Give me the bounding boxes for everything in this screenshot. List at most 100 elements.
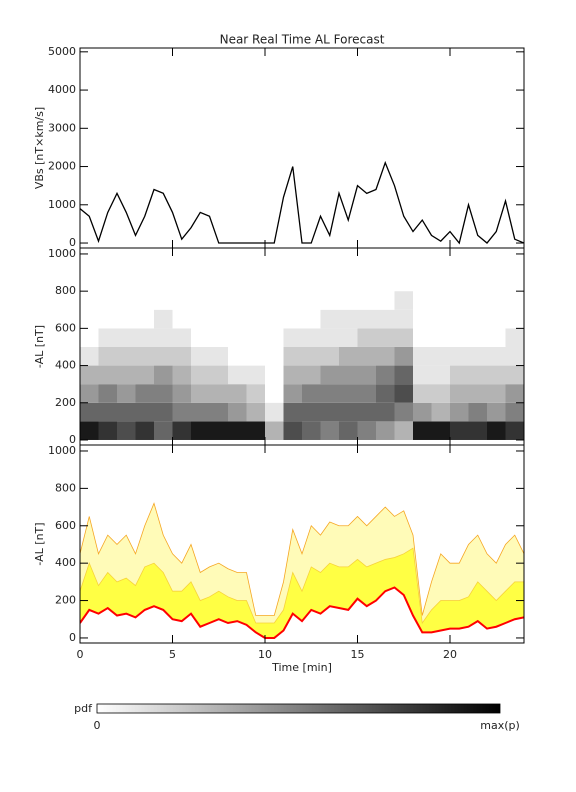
pdf-cell: [117, 365, 136, 385]
pdf-cell: [376, 384, 395, 403]
pdf-cell: [505, 384, 524, 403]
pdf-cell: [209, 253, 228, 273]
pdf-cell: [172, 291, 191, 310]
pdf-cell: [320, 402, 339, 422]
pdf-cell: [450, 346, 469, 366]
pdf-cell: [135, 365, 154, 385]
pdf-cell: [154, 272, 173, 292]
pdf-cell: [394, 253, 413, 273]
pdf-cell: [320, 328, 339, 347]
pdf-cell: [265, 421, 284, 440]
pdf-cell: [413, 384, 432, 403]
pdf-cell: [135, 272, 154, 292]
pdf-cell: [172, 309, 191, 329]
pdf-cell: [450, 291, 469, 310]
pdf-cell: [487, 402, 506, 422]
pdf-cell: [265, 272, 284, 292]
pdf-cell: [302, 328, 321, 347]
panel-frame: [79, 444, 525, 644]
pdf-cell: [376, 272, 395, 292]
pdf-cell: [172, 328, 191, 347]
pdf-cell: [172, 402, 191, 422]
pdf-cell: [98, 253, 117, 273]
y-tick-label: 600: [55, 519, 76, 532]
pdf-cell: [468, 291, 487, 310]
pdf-cell: [283, 384, 302, 403]
band-line: [80, 502, 524, 616]
pdf-cell: [487, 421, 506, 440]
pdf-cell: [265, 328, 284, 347]
pdf-cell: [487, 384, 506, 403]
pdf-cell: [117, 291, 136, 310]
colorbar-min: 0: [94, 719, 101, 732]
pdf-cell: [413, 421, 432, 440]
pdf-cell: [117, 384, 136, 403]
pdf-cell: [505, 402, 524, 422]
y-axis-label: VBs [nT×km/s]: [33, 107, 46, 189]
pdf-cell: [80, 384, 99, 403]
pdf-cell: [283, 346, 302, 366]
pdf-cell: [394, 384, 413, 403]
pdf-cell: [172, 346, 191, 366]
pdf-cell: [394, 309, 413, 329]
pdf-cell: [191, 365, 210, 385]
pdf-cell: [209, 328, 228, 347]
pdf-cell: [505, 365, 524, 385]
pdf-cell: [468, 421, 487, 440]
pdf-cell: [98, 384, 117, 403]
pdf-cell: [468, 346, 487, 366]
pdf-cell: [450, 402, 469, 422]
pdf-cell: [265, 291, 284, 310]
pdf-cell: [246, 253, 265, 273]
pdf-cell: [209, 291, 228, 310]
pdf-cell: [413, 309, 432, 329]
pdf-cell: [357, 365, 376, 385]
pdf-cell: [339, 253, 358, 273]
pdf-cell: [154, 328, 173, 347]
pdf-cell: [228, 328, 247, 347]
pdf-cell: [135, 384, 154, 403]
pdf-cell: [172, 384, 191, 403]
pdf-cell: [320, 384, 339, 403]
pdf-cell: [302, 272, 321, 292]
pdf-cell: [154, 365, 173, 385]
pdf-cell: [172, 421, 191, 440]
y-tick-label: 1000: [48, 198, 76, 211]
pdf-cell: [413, 346, 432, 366]
pdf-cell: [339, 402, 358, 422]
y-tick-label: 0: [69, 433, 76, 446]
pdf-cell: [450, 384, 469, 403]
pdf-cell: [413, 402, 432, 422]
pdf-cell: [505, 346, 524, 366]
pdf-cell: [376, 346, 395, 366]
pdf-cell: [191, 272, 210, 292]
pdf-cell: [135, 328, 154, 347]
pdf-cell: [302, 402, 321, 422]
pdf-cell: [209, 272, 228, 292]
pdf-cell: [376, 328, 395, 347]
pdf-cell: [376, 365, 395, 385]
pdf-cell: [450, 309, 469, 329]
pdf-cell: [339, 384, 358, 403]
pdf-cell: [302, 253, 321, 273]
plot-area: [80, 502, 524, 639]
y-tick-label: 0: [69, 631, 76, 644]
pdf-cell: [357, 309, 376, 329]
pdf-cell: [468, 272, 487, 292]
pdf-cell: [154, 384, 173, 403]
pdf-cell: [98, 402, 117, 422]
pdf-cell: [80, 272, 99, 292]
pdf-cell: [505, 328, 524, 347]
pdf-cell: [450, 253, 469, 273]
pdf-cell: [505, 421, 524, 440]
colorbar: [96, 703, 501, 714]
y-axis-label: -AL [nT]: [33, 522, 46, 565]
plot-area: [80, 253, 524, 440]
pdf-cell: [283, 309, 302, 329]
pdf-cell: [505, 272, 524, 292]
pdf-cell: [265, 346, 284, 366]
y-tick-label: 200: [55, 594, 76, 607]
x-axis-label: Time [min]: [271, 661, 332, 674]
pdf-cell: [339, 328, 358, 347]
